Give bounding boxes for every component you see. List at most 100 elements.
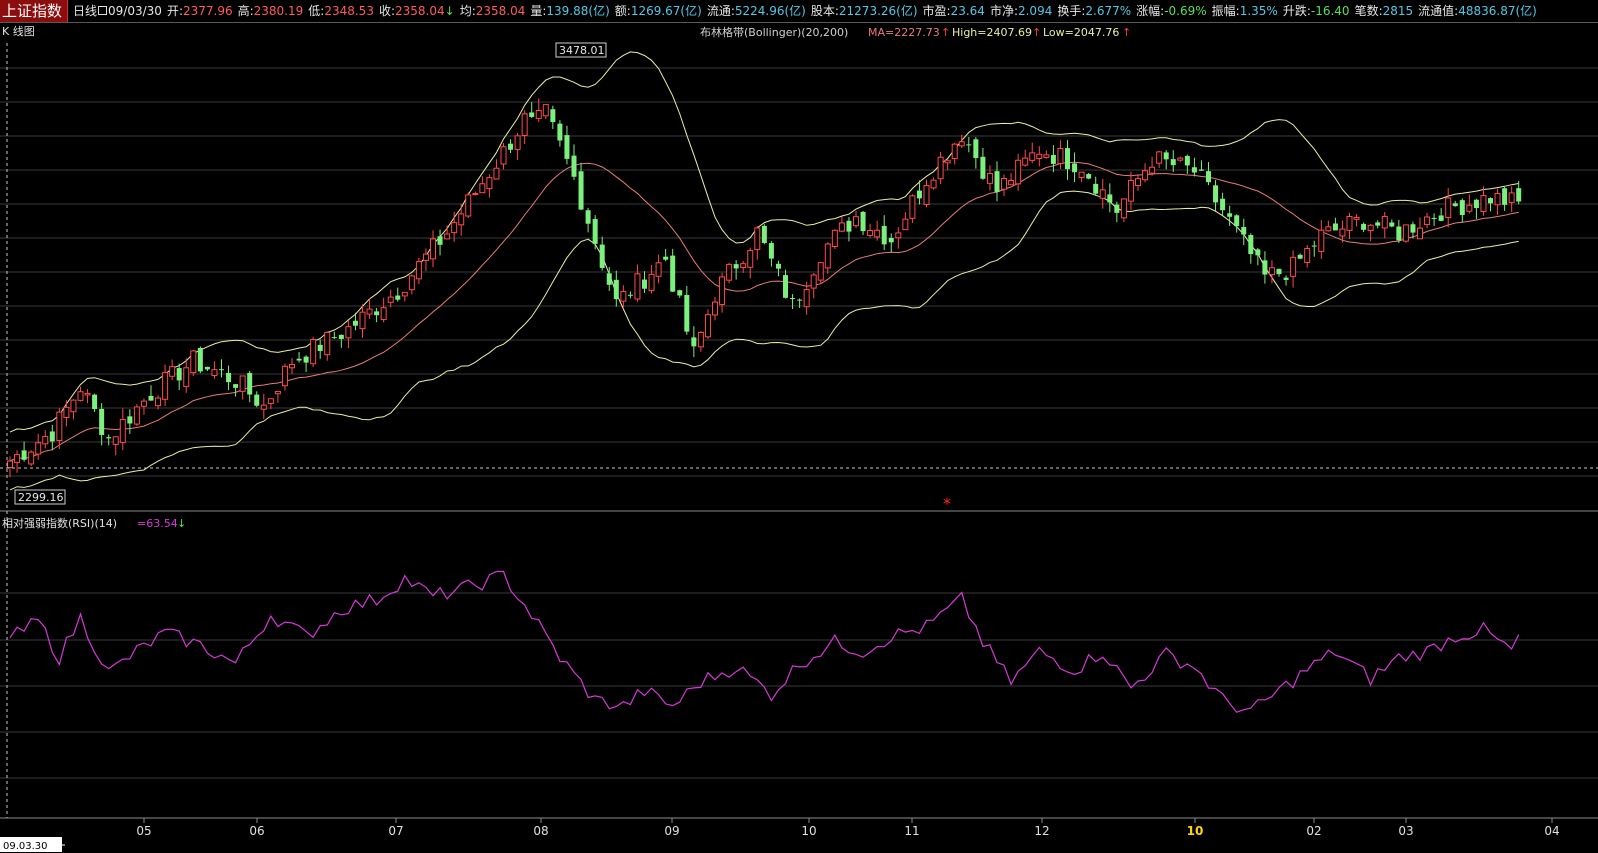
candlestick (1255, 247, 1261, 266)
candlestick (465, 192, 472, 219)
candlestick (366, 298, 373, 319)
candlestick (331, 331, 337, 339)
quote-field-label: 市盈: (922, 4, 951, 18)
candle-body (359, 311, 366, 330)
bollinger-middle-line (9, 161, 1519, 462)
candlestick (133, 404, 140, 427)
candle-body (281, 365, 288, 387)
quote-field-label: 涨幅: (1136, 4, 1165, 18)
candle-body (704, 314, 711, 338)
quote-date: 09/03/30 (108, 4, 162, 18)
candle-body (1466, 204, 1473, 212)
candle-body (1050, 154, 1056, 164)
candle-body (1163, 152, 1169, 160)
candlestick (42, 430, 49, 449)
quote-field-value: 2.094 (1017, 4, 1053, 18)
candlestick (817, 261, 824, 285)
candlestick (514, 133, 521, 161)
candlestick (430, 230, 436, 268)
rsi-panel-label: 相对强弱指数(RSI)(14) (2, 516, 117, 530)
candle-body (1502, 188, 1508, 205)
candle-body (247, 372, 253, 395)
candlestick (162, 364, 169, 406)
candlesticks[interactable] (7, 98, 1522, 478)
candlestick (317, 339, 323, 359)
candle-body (514, 135, 521, 150)
candle-body (697, 331, 704, 348)
quote-field-value: 2348.53 (324, 4, 374, 18)
candle-body (542, 104, 549, 117)
quote-field-label: 低: (308, 4, 325, 18)
bollinger-low-arrow: ↑ (1122, 26, 1131, 39)
candle-body (550, 109, 556, 123)
candle-body (1276, 268, 1282, 275)
security-title[interactable]: 上证指数 (0, 0, 69, 22)
x-tick-label: 06 (249, 824, 264, 838)
x-axis: 05 06 07 08 09 10 11 12 10 02 03 04 (136, 818, 1560, 838)
candle-body (444, 233, 451, 240)
candle-body (860, 211, 866, 232)
quote-field-label: 升跌: (1282, 4, 1311, 18)
candlestick (1220, 192, 1226, 216)
candle-body (352, 320, 358, 326)
candlestick (691, 326, 697, 358)
candle-body (176, 368, 182, 381)
candlestick (1170, 150, 1176, 172)
candlestick (28, 450, 35, 467)
candlestick (1001, 174, 1008, 197)
candlestick (1227, 205, 1233, 227)
candlestick (909, 194, 916, 223)
candle-body (14, 454, 21, 463)
candle-body (1353, 216, 1360, 220)
candlestick (874, 220, 881, 241)
candle-body (712, 301, 718, 316)
candlestick (648, 264, 655, 294)
x-tick-label: 12 (1034, 824, 1049, 838)
candle-body (422, 253, 429, 262)
candlestick (338, 334, 344, 348)
candlestick (197, 346, 203, 374)
candlestick (1057, 140, 1064, 170)
quote-field-label: 开: (166, 4, 183, 18)
quote-field-value: 2815 (1382, 4, 1414, 18)
candle-body (395, 295, 401, 300)
event-marker[interactable]: * (943, 494, 951, 513)
candlestick (944, 159, 951, 171)
bollinger-name: 布林格带(Bollinger)(20,200) (700, 25, 848, 39)
quote-field-label: 额: (614, 4, 631, 18)
candle-body (1220, 198, 1226, 211)
candle-body (197, 347, 203, 372)
candle-body (260, 404, 267, 410)
period-label[interactable]: 日线 09/03/30 (73, 4, 162, 18)
candle-body (810, 274, 817, 289)
candle-body (1297, 254, 1303, 259)
candle-body (500, 146, 507, 165)
x-tick-label: 02 (1306, 824, 1321, 838)
candlestick (838, 216, 845, 233)
quote-field: 换手:2.677% (1057, 0, 1131, 22)
candle-body (226, 372, 232, 383)
candle-body (317, 344, 323, 351)
candlestick (768, 241, 774, 267)
candlestick (542, 104, 549, 120)
candlestick (712, 297, 718, 321)
period-select-icon[interactable] (98, 6, 108, 15)
candle-body (620, 291, 627, 302)
candlestick (1114, 201, 1120, 223)
candle-body (564, 135, 570, 159)
candle-body (838, 222, 845, 232)
candle-body (331, 337, 337, 339)
candlestick (49, 424, 55, 451)
candlestick (966, 137, 972, 153)
candle-body (1029, 152, 1036, 161)
candle-body (1480, 195, 1487, 213)
candle-body (1114, 204, 1120, 213)
candle-body (162, 372, 169, 400)
candle-body (380, 307, 387, 321)
candle-body (274, 390, 281, 395)
candle-body (754, 227, 761, 250)
candle-body (1508, 192, 1515, 203)
candlestick (1029, 142, 1036, 164)
candle-body (1142, 170, 1149, 181)
chart-area[interactable]: K 线图 布林格带(Bollinger)(20,200) MA=2227.73 … (0, 23, 1598, 853)
